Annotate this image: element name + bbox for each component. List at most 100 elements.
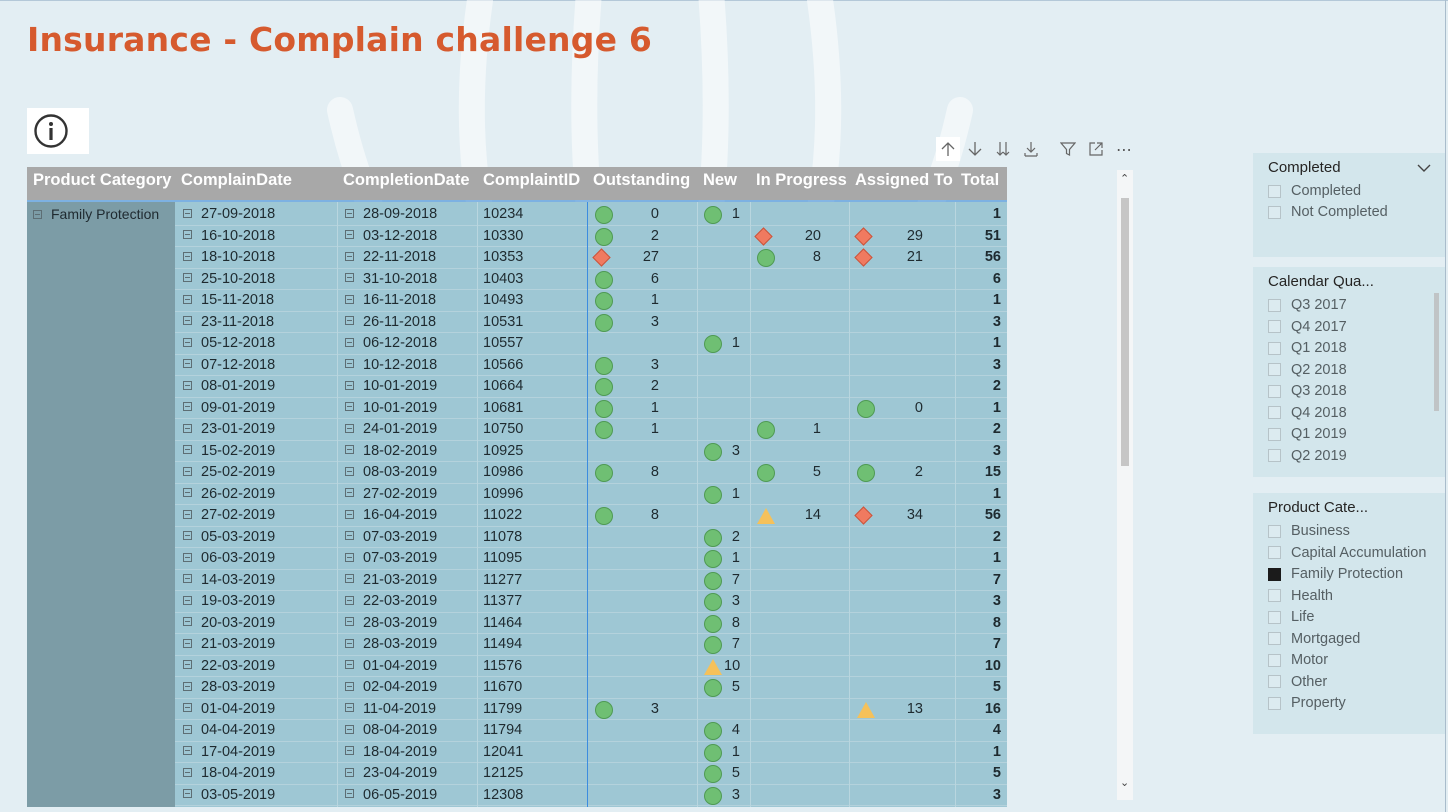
collapse-icon[interactable] <box>183 574 192 584</box>
slicer-option[interactable]: Mortgaged <box>1268 629 1360 649</box>
collapse-icon[interactable] <box>183 789 192 799</box>
collapse-icon[interactable] <box>183 703 192 713</box>
slicer-option[interactable]: Family Protection <box>1268 564 1403 584</box>
table-row[interactable]: 18-10-2018 22-11-2018 10353 27 8 21 56 <box>175 247 1007 269</box>
collapse-icon[interactable] <box>345 681 354 691</box>
header-outstanding[interactable]: Outstanding <box>593 171 691 189</box>
checkbox-icon[interactable] <box>1268 341 1281 355</box>
table-row[interactable]: 01-04-2019 11-04-2019 11799 3 13 16 <box>175 699 1007 720</box>
table-row[interactable]: 20-03-2019 28-03-2019 11464 8 8 <box>175 613 1007 634</box>
table-row[interactable]: 22-03-2019 01-04-2019 11576 10 10 <box>175 656 1007 677</box>
next-level-button[interactable] <box>991 137 1015 161</box>
checkbox-icon[interactable] <box>1268 449 1281 462</box>
table-row[interactable]: 05-12-2018 06-12-2018 10557 1 1 <box>175 333 1007 355</box>
collapse-icon[interactable] <box>33 209 42 219</box>
collapse-icon[interactable] <box>345 445 354 455</box>
collapse-icon[interactable] <box>183 595 192 605</box>
table-row[interactable]: 06-03-2019 07-03-2019 11095 1 1 <box>175 548 1007 570</box>
collapse-icon[interactable] <box>345 660 354 670</box>
collapse-icon[interactable] <box>183 724 192 734</box>
collapse-icon[interactable] <box>183 445 192 455</box>
row-header-family-protection[interactable]: Family Protection <box>33 206 159 222</box>
slicer-option[interactable]: Q1 2019 <box>1268 424 1347 444</box>
table-row[interactable]: 28-03-2019 02-04-2019 11670 5 5 <box>175 677 1007 699</box>
checkbox-icon[interactable] <box>1268 427 1281 441</box>
table-row[interactable]: 17-04-2019 18-04-2019 12041 1 1 <box>175 742 1007 763</box>
scroll-down-icon[interactable]: ⌄ <box>1120 776 1130 789</box>
checkbox-icon[interactable] <box>1268 589 1281 602</box>
table-row[interactable]: 26-02-2019 27-02-2019 10996 1 1 <box>175 484 1007 505</box>
collapse-icon[interactable] <box>345 552 354 562</box>
collapse-icon[interactable] <box>183 660 192 670</box>
checkbox-icon[interactable] <box>1268 524 1281 538</box>
collapse-icon[interactable] <box>183 402 192 412</box>
scroll-up-icon[interactable]: ⌃ <box>1120 172 1130 185</box>
checkbox-icon[interactable] <box>1268 632 1281 645</box>
table-row[interactable]: 04-04-2019 08-04-2019 11794 4 4 <box>175 720 1007 742</box>
collapse-icon[interactable] <box>183 380 192 390</box>
table-row[interactable]: 27-09-2018 28-09-2018 10234 0 1 1 <box>175 204 1007 226</box>
header-in-progress[interactable]: In Progress <box>756 171 847 189</box>
table-row[interactable]: 27-02-2019 16-04-2019 11022 8 14 34 56 <box>175 505 1007 527</box>
checkbox-icon[interactable] <box>1268 546 1281 559</box>
table-row[interactable]: 09-01-2019 10-01-2019 10681 1 0 1 <box>175 398 1007 419</box>
collapse-icon[interactable] <box>183 466 192 476</box>
expand-hierarchy-button[interactable] <box>1019 137 1043 161</box>
table-row[interactable]: 25-02-2019 08-03-2019 10986 8 5 2 15 <box>175 462 1007 484</box>
collapse-icon[interactable] <box>345 208 354 218</box>
slicer-option[interactable]: Completed <box>1268 181 1361 201</box>
collapse-icon[interactable] <box>345 230 354 240</box>
filter-button[interactable] <box>1056 137 1080 161</box>
table-row[interactable]: 23-01-2019 24-01-2019 10750 1 1 2 <box>175 419 1007 441</box>
collapse-icon[interactable] <box>183 208 192 218</box>
header-product-category[interactable]: Product Category <box>33 171 172 189</box>
collapse-icon[interactable] <box>183 337 192 347</box>
collapse-icon[interactable] <box>345 337 354 347</box>
checkbox-icon[interactable] <box>1268 610 1281 624</box>
table-row[interactable]: 23-11-2018 26-11-2018 10531 3 3 <box>175 312 1007 333</box>
collapse-icon[interactable] <box>345 294 354 304</box>
collapse-icon[interactable] <box>183 531 192 541</box>
collapse-icon[interactable] <box>345 380 354 390</box>
table-row[interactable]: 25-10-2018 31-10-2018 10403 6 6 <box>175 269 1007 290</box>
collapse-icon[interactable] <box>345 316 354 326</box>
checkbox-icon[interactable] <box>1268 384 1281 398</box>
collapse-icon[interactable] <box>345 638 354 648</box>
collapse-icon[interactable] <box>183 638 192 648</box>
collapse-icon[interactable] <box>345 488 354 498</box>
collapse-icon[interactable] <box>345 531 354 541</box>
table-row[interactable]: 14-03-2019 21-03-2019 11277 7 7 <box>175 570 1007 591</box>
collapse-icon[interactable] <box>183 552 192 562</box>
collapse-icon[interactable] <box>345 746 354 756</box>
slicer-option[interactable]: Capital Accumulation <box>1268 543 1426 563</box>
info-button[interactable] <box>27 108 89 154</box>
slicer-option[interactable]: Q3 2017 <box>1268 295 1347 315</box>
header-completion-date[interactable]: CompletionDate <box>343 171 470 189</box>
collapse-icon[interactable] <box>183 273 192 283</box>
checkbox-icon[interactable] <box>1268 653 1281 667</box>
collapse-icon[interactable] <box>345 789 354 799</box>
slicer-option[interactable]: Life <box>1268 607 1314 627</box>
slicer-option[interactable]: Q4 2017 <box>1268 317 1347 337</box>
collapse-icon[interactable] <box>345 273 354 283</box>
collapse-icon[interactable] <box>183 488 192 498</box>
table-row[interactable]: 21-03-2019 28-03-2019 11494 7 7 <box>175 634 1007 656</box>
collapse-icon[interactable] <box>345 767 354 777</box>
collapse-icon[interactable] <box>183 509 192 519</box>
collapse-icon[interactable] <box>345 703 354 713</box>
collapse-icon[interactable] <box>183 617 192 627</box>
slicer-option[interactable]: Q2 2019 <box>1268 446 1347 466</box>
collapse-icon[interactable] <box>345 724 354 734</box>
focus-mode-button[interactable] <box>1084 137 1108 161</box>
table-row[interactable]: 03-05-2019 06-05-2019 12308 3 3 <box>175 785 1007 806</box>
collapse-icon[interactable] <box>183 767 192 777</box>
checkbox-icon[interactable] <box>1268 205 1281 219</box>
slicer-option[interactable]: Q2 2018 <box>1268 360 1347 380</box>
scroll-thumb[interactable] <box>1121 198 1129 466</box>
collapse-icon[interactable] <box>345 423 354 433</box>
collapse-icon[interactable] <box>345 466 354 476</box>
slicer-option[interactable]: Other <box>1268 672 1327 692</box>
slicer-option[interactable]: Q1 2018 <box>1268 338 1347 358</box>
table-row[interactable]: 05-03-2019 07-03-2019 11078 2 2 <box>175 527 1007 548</box>
table-row[interactable]: 18-04-2019 23-04-2019 12125 5 5 <box>175 763 1007 785</box>
